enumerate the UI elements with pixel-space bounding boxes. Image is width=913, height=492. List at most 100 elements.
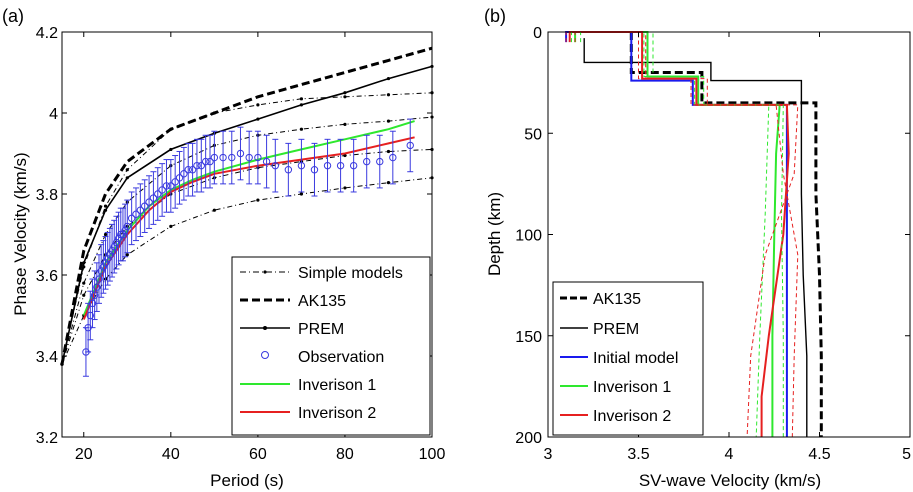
panel-a-marker-simple-models-1-2 [103, 232, 108, 237]
panel-a-marker-prem-5-6 [256, 117, 260, 121]
panel-a-observation-point-32 [180, 170, 188, 178]
panel-b-series-inverison-1-5 [580, 31, 770, 438]
panel-a-xtick-label-0: 20 [75, 446, 93, 463]
panel-a-observation-point-15 [114, 234, 123, 243]
panel-a-phase-velocity-chart: (a) 20 40 60 80 100 3.2 3.4 3.6 3.8 4 4.2 Period (… [2, 6, 445, 490]
panel-a-series-ak135-4 [60, 46, 433, 365]
panel-a-marker-simple-models-0-6 [256, 103, 260, 107]
panel-a-marker-simple-models-3-5 [212, 208, 216, 212]
panel-b-ytick-label-3: 150 [515, 329, 542, 346]
panel-a-observation-point-52 [349, 161, 358, 170]
panel-a-observation-point-26 [154, 190, 162, 198]
panel-a-observation-point-21 [132, 210, 140, 218]
panel-a-observation-point-17 [119, 230, 127, 239]
panel-a-observation-point-12 [108, 247, 116, 255]
panel-a-observation-point-54 [376, 157, 384, 166]
panel-a-observation-point-8 [99, 263, 108, 271]
panel-a-observation-point-41 [228, 153, 236, 162]
panel-a-ticks: 20 40 60 80 100 3.2 3.4 3.6 3.8 4 4.2 [36, 25, 446, 463]
panel-b-legend-box [552, 281, 704, 436]
panel-a-observation-point-56 [406, 141, 414, 150]
panel-a-observation-point-38 [206, 157, 214, 166]
panel-a-observation-point-14 [112, 238, 121, 247]
legend-item-inversion-1-b: Inverison 1 [560, 379, 671, 396]
panel-a-marker-simple-models-3-4 [169, 224, 173, 228]
panel-a-observation-layer [82, 118, 414, 377]
panel-a-marker-simple-models-3-7 [299, 192, 304, 196]
legend-label-prem: PREM [298, 321, 344, 338]
panel-a-xtick-label-3: 80 [336, 446, 354, 463]
legend-item-ak135: AK135 [240, 293, 346, 310]
legend-label-inversion-2-b: Inverison 2 [593, 408, 671, 425]
panel-a-observation-point-33 [184, 166, 192, 174]
panel-a-observation-point-36 [197, 161, 205, 170]
panel-a-observation-point-45 [262, 157, 271, 166]
panel-a-observation-point-13 [110, 242, 118, 251]
panel-a-marker-simple-models-1-7 [299, 127, 304, 131]
panel-a-observation-point-18 [121, 226, 129, 235]
panel-a-observation-point-11 [106, 251, 114, 259]
panel-a-observation-point-35 [193, 161, 201, 170]
legend-item-inversion-1: Inverison 1 [240, 377, 376, 394]
panel-a-marker-simple-models-3-6 [256, 198, 260, 202]
panel-a-marker-prem-5-8 [343, 91, 347, 95]
legend-item-inversion-2: Inverison 2 [240, 405, 376, 422]
panel-a-marker-simple-models-0-3 [125, 168, 129, 172]
panel-a-marker-simple-models-1-1 [82, 281, 86, 285]
panel-a-legend: Simple models AK135 PREM Observation Inv… [231, 256, 431, 436]
panel-a-ytick-label-1: 3.4 [36, 349, 58, 366]
panel-a-marker-simple-models-0-9 [386, 93, 391, 97]
panel-b-label: (b) [484, 6, 506, 26]
panel-a-xtick-label-1: 40 [162, 446, 180, 463]
panel-a-observation-point-6 [95, 275, 103, 283]
panel-a-xtick-label-4: 100 [419, 446, 446, 463]
panel-a-label: (a) [2, 6, 24, 26]
panel-b-series-prem-1 [583, 38, 808, 437]
legend-item-prem: PREM [240, 321, 344, 338]
panel-a-legend-box [231, 256, 431, 436]
panel-a-observation-point-43 [245, 153, 253, 162]
panel-a-marker-prem-5-4 [169, 147, 173, 152]
panel-a-observation-point-28 [162, 182, 171, 190]
panel-a-marker-simple-models-0-2 [103, 204, 108, 208]
panel-a-observation-point-5 [93, 283, 101, 291]
panel-a-marker-prem-5-1 [82, 261, 86, 265]
panel-a-y-axis-label: Phase Velocity (km/s) [11, 152, 30, 315]
panel-b-y-axis-label: Depth (km) [485, 192, 504, 276]
panel-a-marker-prem-5-2 [103, 208, 108, 212]
panel-a-xtick-label-2: 60 [249, 446, 267, 463]
panel-a-observation-point-24 [145, 198, 153, 206]
panel-a-marker-simple-models-3-8 [343, 186, 347, 190]
panel-b-x-axis-label: SV-wave Velocity (km/s) [639, 471, 821, 490]
panel-a-observation-point-55 [389, 153, 397, 162]
panel-a-observation-point-46 [271, 161, 279, 170]
legend-label-inversion-1: Inverison 1 [298, 377, 376, 394]
panel-a-marker-simple-models-2-8 [343, 153, 347, 158]
panel-b-xtick-label-4: 5 [902, 446, 911, 463]
panel-a-observation-point-31 [175, 174, 184, 182]
panel-a-x-axis-label: Period (s) [210, 471, 284, 490]
legend-label-inversion-2: Inverison 2 [298, 405, 376, 422]
legend-item-simple-models: Simple models [240, 265, 403, 282]
panel-a-observation-point-29 [167, 182, 175, 190]
panel-a-observation-point-4 [90, 291, 99, 299]
panel-b-series-ak135-0 [629, 32, 823, 437]
legend-label-initial-model: Initial model [593, 350, 678, 367]
panel-a-observation-point-44 [254, 153, 262, 162]
panel-a-observation-point-25 [149, 194, 158, 202]
panel-a-observation-point-47 [284, 166, 293, 174]
legend-label-prem-b: PREM [593, 321, 639, 338]
panel-a-series-inverison-2-7 [82, 136, 415, 320]
panel-a-observation-point-7 [97, 267, 105, 275]
panel-a-marker-simple-models-0-7 [299, 97, 304, 101]
panel-a-observation-point-23 [141, 202, 149, 210]
panel-b-ytick-label-4: 200 [515, 430, 542, 447]
panel-a-observation-point-48 [297, 161, 306, 170]
legend-item-prem-b: PREM [560, 321, 639, 338]
panel-a-marker-simple-models-1-9 [386, 119, 391, 123]
legend-item-ak135-b: AK135 [560, 291, 641, 308]
panel-a-marker-prem-5-3 [125, 176, 129, 180]
panel-a-marker-prem-5-9 [386, 76, 391, 81]
